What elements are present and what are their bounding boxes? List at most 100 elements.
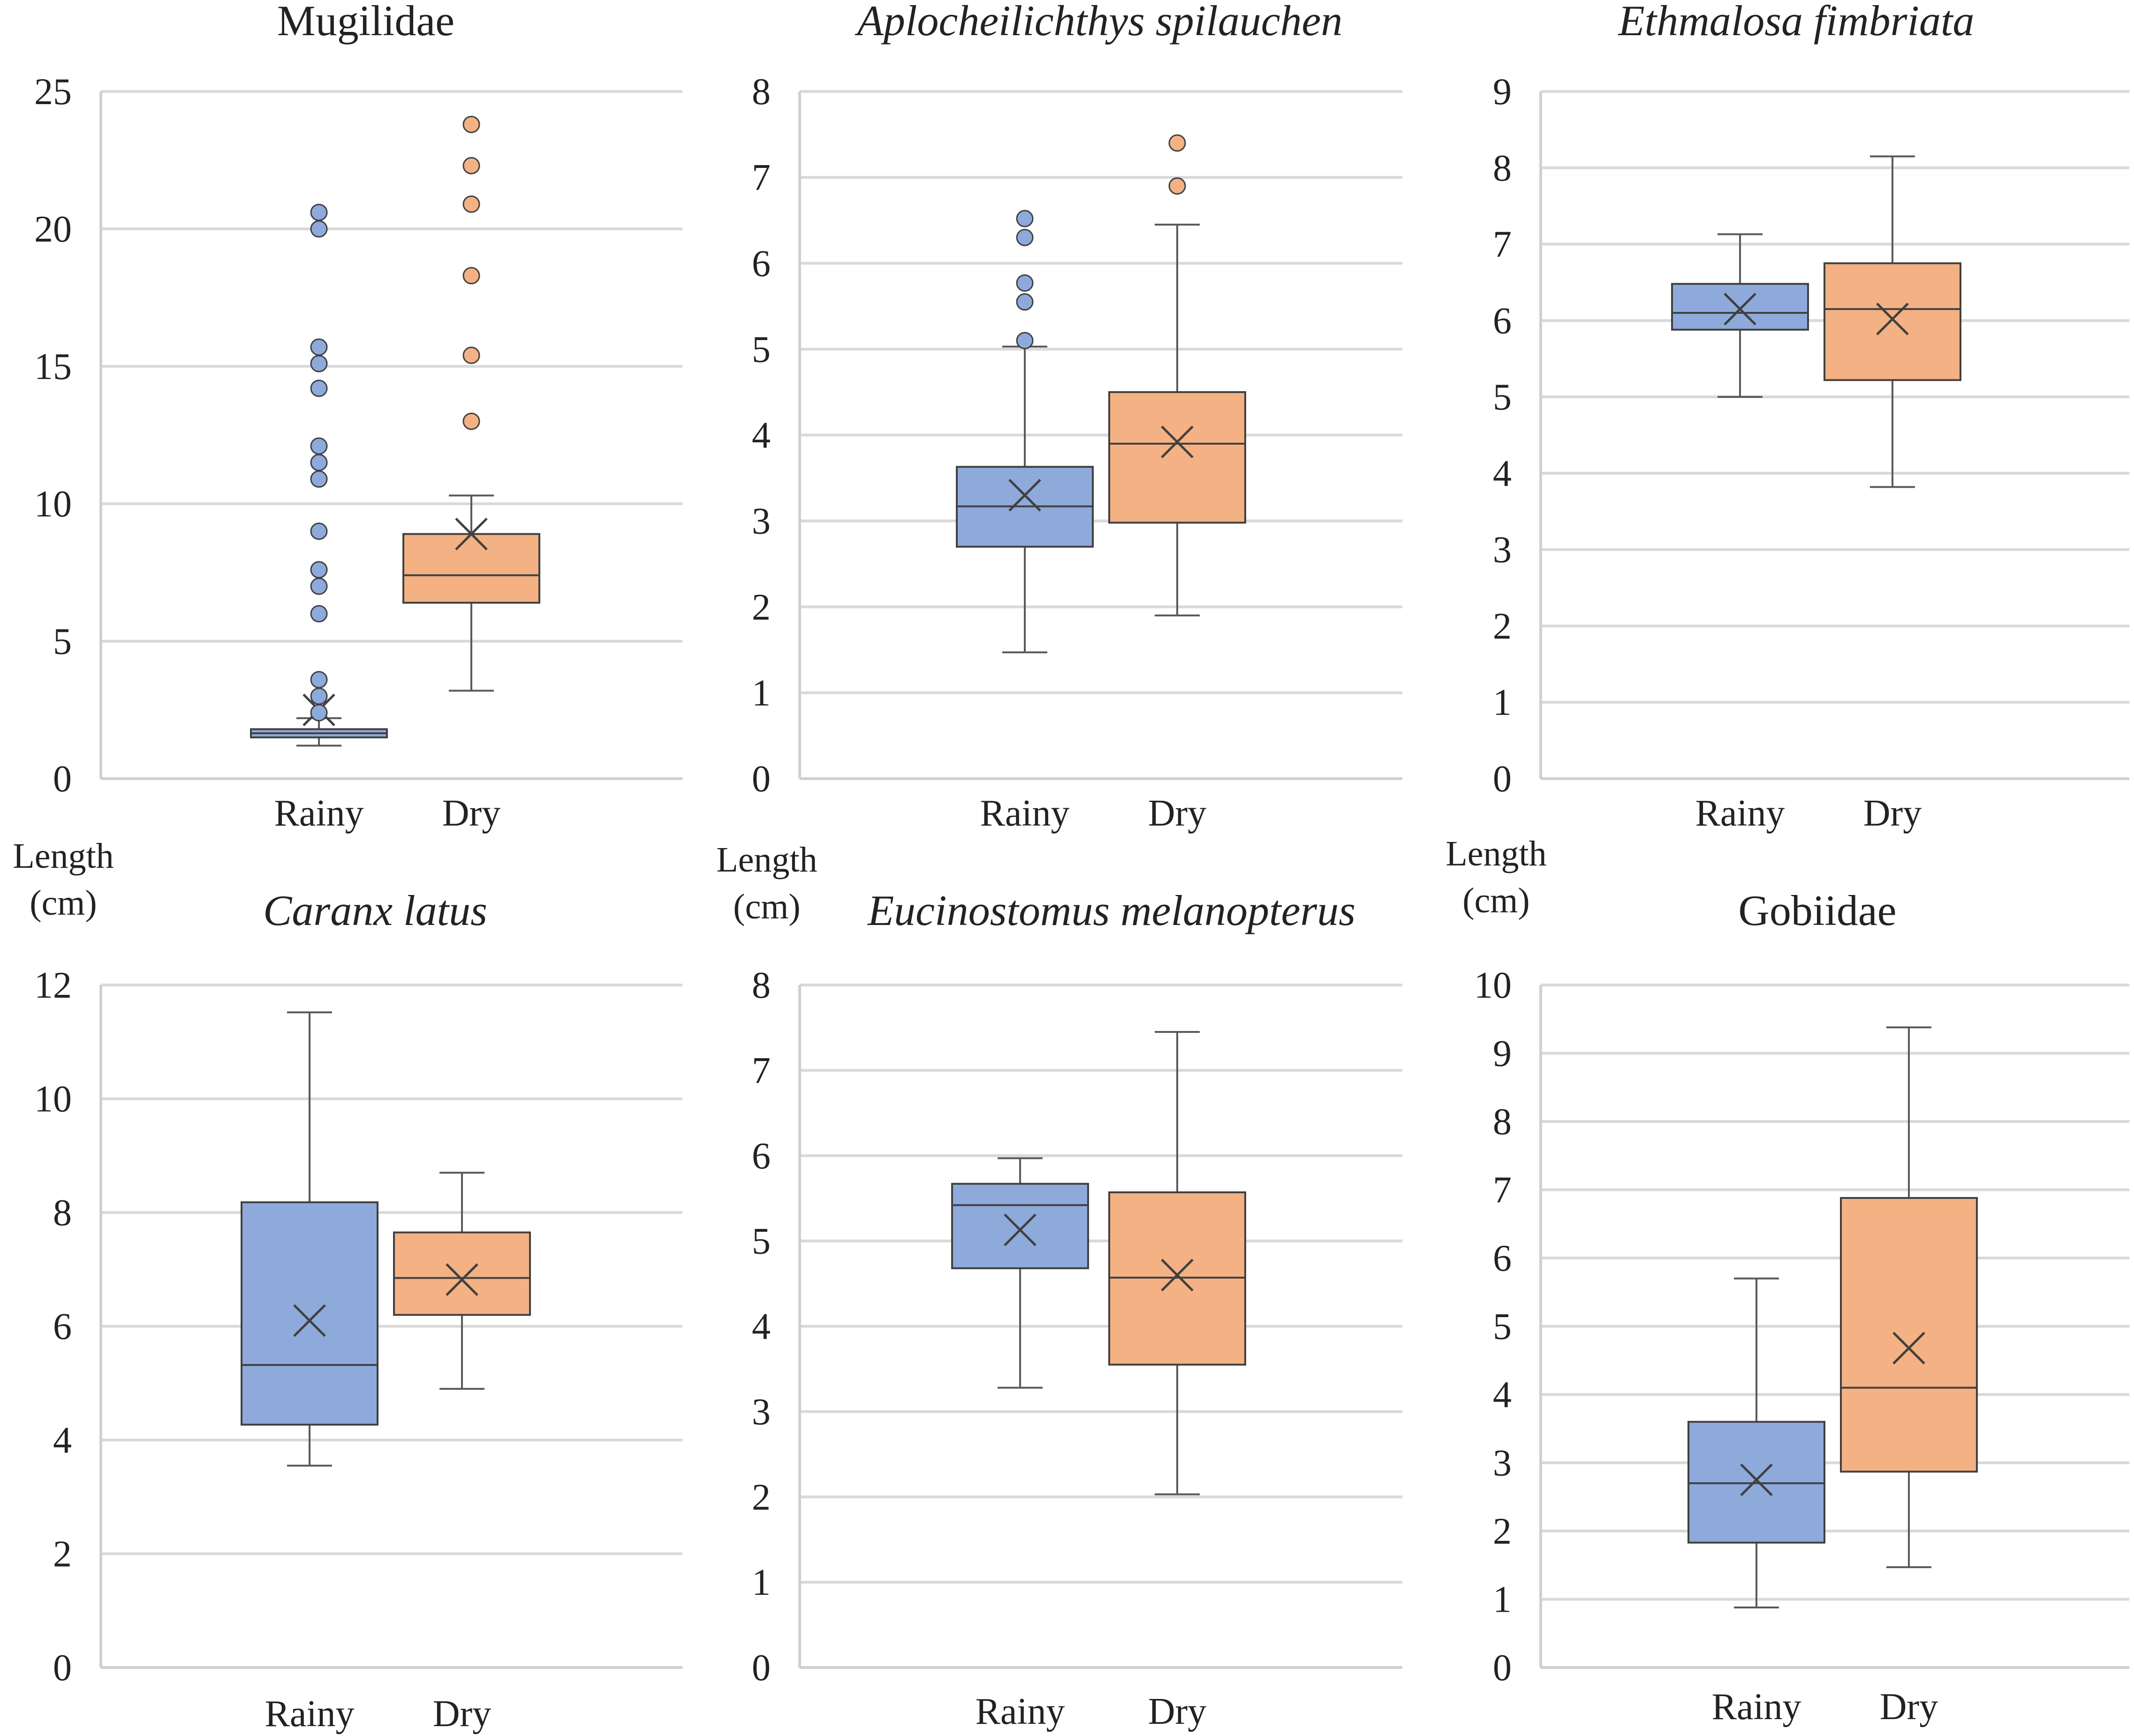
- y-tick-label: 6: [752, 1136, 771, 1177]
- y-tick-label: 3: [1493, 1443, 1512, 1484]
- y-tick-label: 2: [752, 1477, 771, 1518]
- mean-marker: [1740, 1463, 1773, 1496]
- outlier-point: [310, 671, 328, 689]
- box-rainy: [1671, 233, 1809, 398]
- y-tick-label: 5: [1493, 377, 1512, 418]
- y-tick-label: 8: [1493, 1101, 1512, 1143]
- mean-marker: [1161, 425, 1194, 458]
- y-tick-label: 4: [1493, 453, 1512, 494]
- outlier-point: [310, 220, 328, 238]
- y-tick-label: 7: [752, 1050, 771, 1092]
- outlier-point: [310, 454, 328, 471]
- y-tick-label: 8: [752, 71, 771, 113]
- box-dry: [402, 115, 540, 692]
- outlier-point: [462, 347, 480, 364]
- y-tick-label: 4: [752, 415, 771, 456]
- y-tick-label: 5: [1493, 1306, 1512, 1348]
- y-tick-label: 1: [1493, 1579, 1512, 1621]
- y-tick-label: 2: [1493, 1511, 1512, 1552]
- mean-marker: [293, 1304, 326, 1337]
- mean-marker: [1724, 293, 1756, 326]
- y-tick-label: 10: [34, 484, 72, 525]
- y-tick-label: 10: [34, 1079, 72, 1120]
- category-label-dry: Dry: [1863, 793, 1922, 834]
- outlier-point: [310, 204, 328, 221]
- outlier-point: [310, 355, 328, 372]
- chart-title: Eucinostomus melanopterus: [867, 887, 1355, 934]
- iqr-box: [1840, 1197, 1978, 1473]
- outlier-point: [462, 412, 480, 430]
- y-label-cm-1: (cm): [30, 883, 97, 923]
- box-rainy: [1688, 1277, 1825, 1608]
- y-tick-label: 4: [752, 1306, 771, 1348]
- chart-panel-1: Mugilidae 0 5 10 15 20 25 Rainy Dry: [34, 0, 682, 834]
- y-label-length-1: Length: [13, 836, 114, 876]
- chart-title: Caranx latus: [263, 887, 487, 934]
- iqr-box: [1108, 391, 1246, 524]
- box-dry: [1108, 134, 1246, 617]
- category-label-rainy: Rainy: [1711, 1686, 1801, 1728]
- y-tick-label: 7: [1493, 224, 1512, 265]
- outlier-point: [310, 577, 328, 595]
- y-tick-label: 5: [752, 1221, 771, 1262]
- iqr-box: [241, 1201, 378, 1426]
- outlier-point: [310, 561, 328, 579]
- chart-panel-2: Aplocheilichthys spilauchen 0 1 2 3 4 5 6 7 8 Rain…: [752, 0, 1402, 834]
- y-label-length-2: Length: [716, 840, 817, 879]
- y-tick-label: 0: [1493, 1647, 1512, 1689]
- y-tick-label: 9: [1493, 71, 1512, 113]
- iqr-box: [402, 533, 540, 604]
- outlier-point: [310, 379, 328, 397]
- outlier-point: [1016, 293, 1034, 311]
- box-rainy: [951, 1157, 1089, 1389]
- box-dry: [1108, 1031, 1246, 1495]
- y-axis-labels: Length (cm) Length (cm) Length (cm): [13, 834, 1546, 926]
- y-tick-label: 6: [1493, 1238, 1512, 1279]
- y-tick-label: 6: [53, 1306, 72, 1348]
- outlier-point: [310, 605, 328, 622]
- outlier-point: [1016, 274, 1034, 292]
- y-tick-label: 7: [752, 157, 771, 198]
- y-tick-label: 2: [752, 587, 771, 628]
- outlier-point: [1016, 228, 1034, 246]
- y-tick-label: 5: [53, 621, 72, 662]
- y-tick-label: 3: [752, 501, 771, 542]
- y-tick-label: 0: [752, 1647, 771, 1689]
- y-tick-label: 25: [34, 71, 72, 113]
- y-tick-label: 4: [53, 1420, 72, 1461]
- y-tick-label: 4: [1493, 1374, 1512, 1416]
- box-rainy: [956, 210, 1094, 653]
- outlier-point: [310, 470, 328, 488]
- iqr-box: [1688, 1421, 1825, 1544]
- y-tick-label: 2: [53, 1534, 72, 1575]
- y-tick-label: 3: [1493, 530, 1512, 571]
- y-tick-label: 10: [1474, 965, 1512, 1006]
- category-label-rainy: Rainy: [274, 793, 363, 834]
- outlier-point: [310, 523, 328, 540]
- outlier-point: [310, 704, 328, 721]
- y-label-length-3: Length: [1445, 834, 1546, 873]
- y-tick-label: 7: [1493, 1170, 1512, 1211]
- y-tick-label: 6: [752, 243, 771, 284]
- iqr-box: [1671, 283, 1809, 331]
- y-tick-label: 1: [752, 673, 771, 714]
- category-label-dry: Dry: [1148, 793, 1206, 834]
- iqr-box: [951, 1183, 1089, 1269]
- outlier-point: [310, 437, 328, 455]
- category-label-rainy: Rainy: [265, 1693, 354, 1735]
- iqr-box: [393, 1231, 531, 1316]
- y-tick-label: 6: [1493, 300, 1512, 341]
- outlier-point: [1168, 134, 1186, 152]
- box-dry: [1840, 1026, 1978, 1569]
- category-label-rainy: Rainy: [1695, 793, 1785, 834]
- mean-marker: [1161, 1258, 1194, 1292]
- y-tick-label: 20: [34, 209, 72, 250]
- y-tick-label: 8: [752, 965, 771, 1006]
- category-label-rainy: Rainy: [975, 1691, 1065, 1732]
- mean-marker: [1004, 1213, 1037, 1246]
- y-tick-label: 0: [1493, 758, 1512, 800]
- mean-marker: [455, 517, 488, 551]
- category-label-dry: Dry: [1880, 1686, 1938, 1728]
- y-label-cm-2: (cm): [733, 887, 800, 926]
